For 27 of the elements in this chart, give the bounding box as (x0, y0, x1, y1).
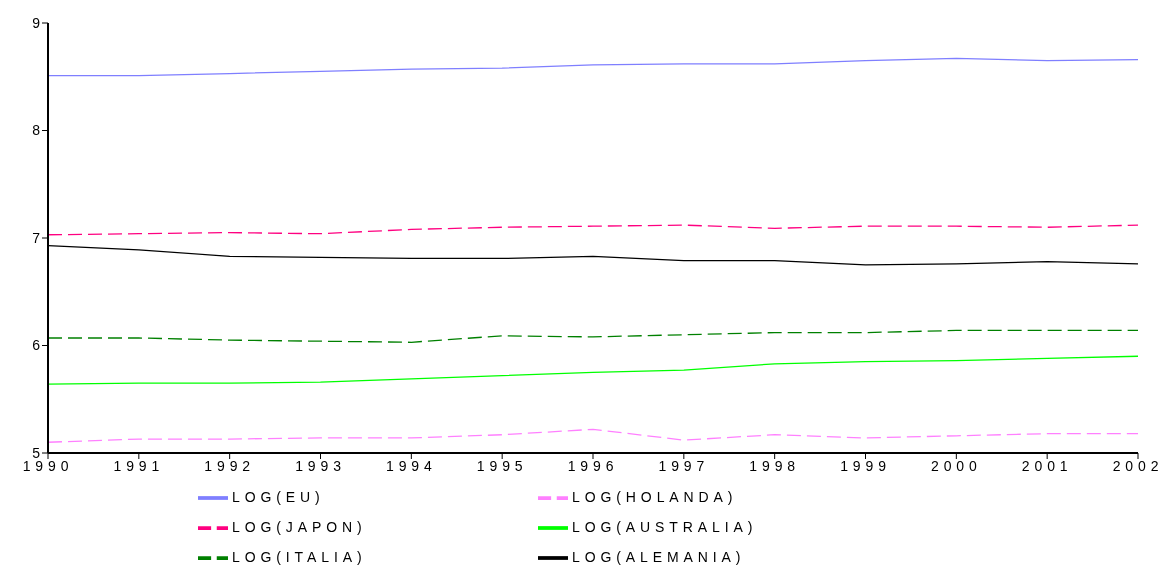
line-series (48, 428, 1138, 443)
legend-label: LOG(EU) (232, 488, 325, 505)
legend-label: LOG(AUSTRALIA) (572, 518, 758, 535)
x-tick-label: 1995 (476, 457, 528, 474)
y-tick-label: 8 (32, 122, 41, 139)
line-series (48, 355, 1138, 385)
line-series (48, 329, 1138, 343)
x-tick-label: 1993 (295, 457, 346, 474)
legend-label: LOG(HOLANDA) (572, 488, 738, 505)
x-tick-label: 1999 (840, 457, 891, 474)
x-tick-label: 2002 (1112, 457, 1164, 474)
line-series (48, 57, 1138, 77)
x-tick-label: 1994 (385, 457, 437, 474)
legend-label: LOG(JAPON) (232, 518, 367, 535)
x-tick-label: 1997 (658, 457, 710, 474)
x-tick-label: 1998 (749, 457, 801, 474)
x-tick-label: 1992 (204, 457, 256, 474)
y-tick-label: 9 (32, 14, 41, 31)
x-tick-label: 2001 (1021, 457, 1073, 474)
x-tick-label: 2000 (930, 457, 982, 474)
line-series (48, 224, 1138, 236)
y-tick-label: 7 (32, 229, 41, 246)
legend-label: LOG(ITALIA) (232, 548, 367, 565)
y-tick-label: 6 (32, 337, 41, 354)
x-tick-label: 1991 (113, 457, 165, 474)
x-tick-label: 1996 (567, 457, 619, 474)
legend-label: LOG(ALEMANIA) (572, 548, 746, 565)
